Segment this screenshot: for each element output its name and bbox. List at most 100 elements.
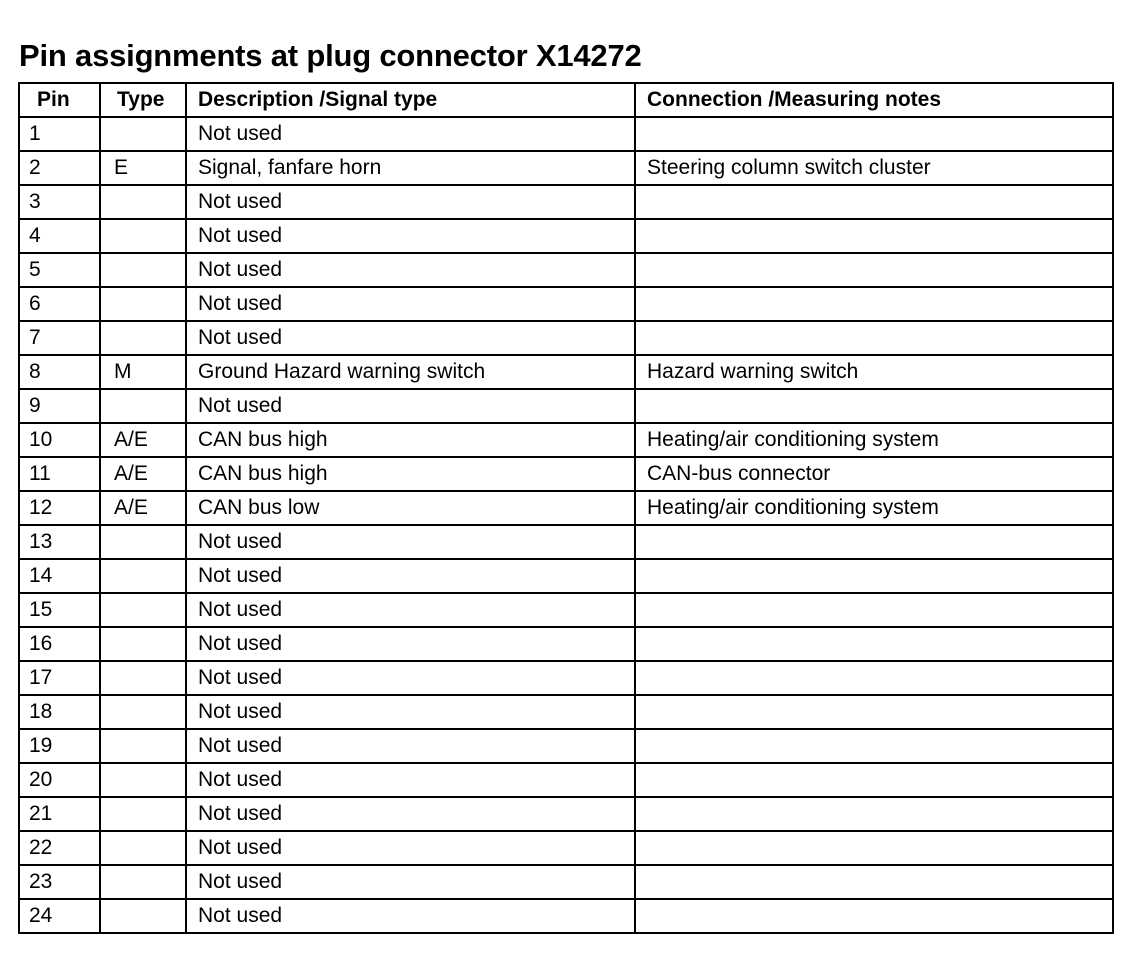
column-header-pin: Pin (18, 82, 101, 118)
cell-type (99, 626, 187, 662)
table-row: 19 Not used (18, 728, 1114, 764)
page-title: Pin assignments at plug connector X14272 (19, 37, 642, 73)
cell-pin: 12 (18, 490, 101, 526)
table-row: 8 M Ground Hazard warning switch Hazard war… (18, 354, 1114, 390)
table-row: 20 Not used (18, 762, 1114, 798)
cell-description: CAN bus low (185, 490, 636, 526)
table-row: 7 Not used (18, 320, 1114, 356)
column-header-description: Description /Signal type (185, 82, 636, 118)
table-row: 23 Not used (18, 864, 1114, 900)
cell-type (99, 388, 187, 424)
cell-description: Not used (185, 898, 636, 934)
table-row: 1 Not used (18, 116, 1114, 152)
cell-pin: 16 (18, 626, 101, 662)
cell-description: Not used (185, 796, 636, 832)
cell-type (99, 320, 187, 356)
table-row: 4 Not used (18, 218, 1114, 254)
cell-connection (634, 626, 1114, 662)
cell-type: A/E (99, 456, 187, 492)
cell-connection (634, 184, 1114, 220)
cell-type (99, 796, 187, 832)
cell-connection (634, 218, 1114, 254)
table-row: 14 Not used (18, 558, 1114, 594)
cell-connection: CAN-bus connector (634, 456, 1114, 492)
table-body: 1 Not used 2 E Signal, fanfare horn Steering … (18, 116, 1114, 934)
cell-pin: 2 (18, 150, 101, 186)
cell-pin: 21 (18, 796, 101, 832)
table-row: 17 Not used (18, 660, 1114, 696)
table-row: 16 Not used (18, 626, 1114, 662)
cell-pin: 19 (18, 728, 101, 764)
table-row: 3 Not used (18, 184, 1114, 220)
cell-pin: 4 (18, 218, 101, 254)
cell-connection (634, 762, 1114, 798)
cell-description: Not used (185, 660, 636, 696)
table-row: 10 A/E CAN bus high Heating/air conditionin… (18, 422, 1114, 458)
cell-pin: 17 (18, 660, 101, 696)
cell-connection: Steering column switch cluster (634, 150, 1114, 186)
cell-pin: 14 (18, 558, 101, 594)
cell-pin: 13 (18, 524, 101, 560)
cell-type: A/E (99, 490, 187, 526)
cell-connection: Heating/air conditioning system (634, 490, 1114, 526)
cell-pin: 6 (18, 286, 101, 322)
cell-description: Not used (185, 388, 636, 424)
cell-pin: 10 (18, 422, 101, 458)
cell-description: Not used (185, 116, 636, 152)
cell-description: Not used (185, 864, 636, 900)
cell-type (99, 184, 187, 220)
cell-connection (634, 728, 1114, 764)
table-row: 15 Not used (18, 592, 1114, 628)
cell-type: A/E (99, 422, 187, 458)
cell-connection (634, 116, 1114, 152)
cell-connection: Hazard warning switch (634, 354, 1114, 390)
cell-connection: Heating/air conditioning system (634, 422, 1114, 458)
cell-pin: 9 (18, 388, 101, 424)
cell-pin: 18 (18, 694, 101, 730)
cell-connection (634, 388, 1114, 424)
cell-type (99, 116, 187, 152)
cell-connection (634, 830, 1114, 866)
cell-connection (634, 286, 1114, 322)
pin-assignment-table: Pin Type Description /Signal type Connec… (18, 82, 1114, 934)
table-row: 22 Not used (18, 830, 1114, 866)
cell-type (99, 286, 187, 322)
cell-connection (634, 252, 1114, 288)
cell-type (99, 558, 187, 594)
cell-description: Not used (185, 558, 636, 594)
cell-description: Not used (185, 694, 636, 730)
cell-description: Signal, fanfare horn (185, 150, 636, 186)
cell-connection (634, 898, 1114, 934)
cell-pin: 7 (18, 320, 101, 356)
cell-type: M (99, 354, 187, 390)
cell-type (99, 252, 187, 288)
cell-type (99, 830, 187, 866)
cell-type (99, 898, 187, 934)
cell-connection (634, 592, 1114, 628)
cell-description: Not used (185, 320, 636, 356)
cell-pin: 24 (18, 898, 101, 934)
cell-description: Not used (185, 218, 636, 254)
cell-description: Not used (185, 592, 636, 628)
cell-type (99, 762, 187, 798)
table-row: 9 Not used (18, 388, 1114, 424)
cell-description: Not used (185, 252, 636, 288)
table-row: 12 A/E CAN bus low Heating/air conditioning… (18, 490, 1114, 526)
cell-type (99, 694, 187, 730)
cell-pin: 8 (18, 354, 101, 390)
cell-description: Not used (185, 524, 636, 560)
cell-description: Not used (185, 184, 636, 220)
table-row: 2 E Signal, fanfare horn Steering column sw… (18, 150, 1114, 186)
cell-description: Not used (185, 626, 636, 662)
table-header: Pin Type Description /Signal type Connec… (18, 82, 1114, 118)
cell-type (99, 592, 187, 628)
cell-pin: 15 (18, 592, 101, 628)
column-header-connection: Connection /Measuring notes (634, 82, 1114, 118)
cell-type (99, 218, 187, 254)
cell-pin: 3 (18, 184, 101, 220)
cell-connection (634, 558, 1114, 594)
cell-pin: 1 (18, 116, 101, 152)
cell-type: E (99, 150, 187, 186)
cell-description: CAN bus high (185, 422, 636, 458)
